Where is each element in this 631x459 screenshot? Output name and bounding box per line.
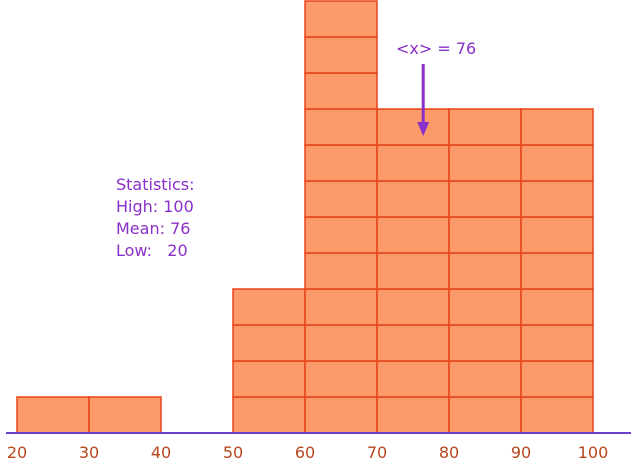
histogram-bar-block [448, 324, 522, 362]
histogram-bar-block [304, 108, 378, 146]
histogram-bar-block [448, 144, 522, 182]
histogram-bars [16, 0, 594, 434]
histogram-bar-block [232, 288, 306, 326]
histogram-bar-block [376, 324, 450, 362]
histogram-bar-block [376, 144, 450, 182]
histogram-bar-block [448, 288, 522, 326]
x-tick-label: 90 [511, 443, 531, 459]
histogram-bar-block [520, 324, 594, 362]
histogram-bar-block [448, 360, 522, 398]
histogram-bar-block [304, 72, 378, 110]
histogram-bar-block [520, 288, 594, 326]
histogram-bar-block [448, 396, 522, 434]
stats-low: Low: 20 [116, 241, 188, 260]
histogram-bar-block [304, 36, 378, 74]
histogram-bar-block [520, 252, 594, 290]
x-tick-label: 80 [439, 443, 459, 459]
histogram-bar-block [304, 180, 378, 218]
mean-annotation: <x> = 76 [396, 39, 476, 136]
histogram-bar-block [520, 180, 594, 218]
stats-high: High: 100 [116, 197, 194, 216]
histogram-bar-block [448, 216, 522, 254]
statistics-box: Statistics: High: 100 Mean: 76 Low: 20 [116, 175, 195, 260]
x-tick-label: 100 [578, 443, 609, 459]
histogram-bar-block [232, 324, 306, 362]
histogram-bar-block [304, 144, 378, 182]
histogram-bar-block [232, 360, 306, 398]
histogram-bar-block [376, 396, 450, 434]
histogram-bar-block [304, 396, 378, 434]
stats-heading: Statistics: [116, 175, 195, 194]
histogram-bar-block [376, 180, 450, 218]
mean-arrow-head [417, 122, 430, 136]
x-axis-tick-labels: 20 30 40 50 60 70 80 90 100 [7, 443, 608, 459]
x-tick-label: 70 [367, 443, 387, 459]
histogram-bar-block [304, 360, 378, 398]
x-tick-label: 30 [79, 443, 99, 459]
mean-label: <x> = 76 [396, 39, 476, 58]
histogram-bar-block [376, 360, 450, 398]
histogram-bar-block [376, 216, 450, 254]
histogram-bar-block [304, 288, 378, 326]
stats-mean: Mean: 76 [116, 219, 190, 238]
x-tick-label: 40 [151, 443, 171, 459]
histogram-bar-block [520, 360, 594, 398]
histogram-bar-block [304, 216, 378, 254]
histogram-bar-block [304, 324, 378, 362]
histogram-bar-block [16, 396, 90, 434]
histogram-bar-block [376, 288, 450, 326]
x-tick-label: 50 [223, 443, 243, 459]
x-tick-label: 60 [295, 443, 315, 459]
histogram-bar-block [232, 396, 306, 434]
histogram-bar-block [520, 216, 594, 254]
histogram-bar-block [304, 252, 378, 290]
histogram-bar-block [88, 396, 162, 434]
histogram-bar-block [376, 252, 450, 290]
histogram-bar-block [448, 108, 522, 146]
histogram-bar-block [376, 108, 450, 146]
histogram-bar-block [520, 108, 594, 146]
x-tick-label: 20 [7, 443, 27, 459]
histogram-bar-block [520, 144, 594, 182]
histogram-bar-block [304, 0, 378, 38]
histogram-bar-block [448, 180, 522, 218]
histogram-bar-block [520, 396, 594, 434]
histogram-bar-block [448, 252, 522, 290]
